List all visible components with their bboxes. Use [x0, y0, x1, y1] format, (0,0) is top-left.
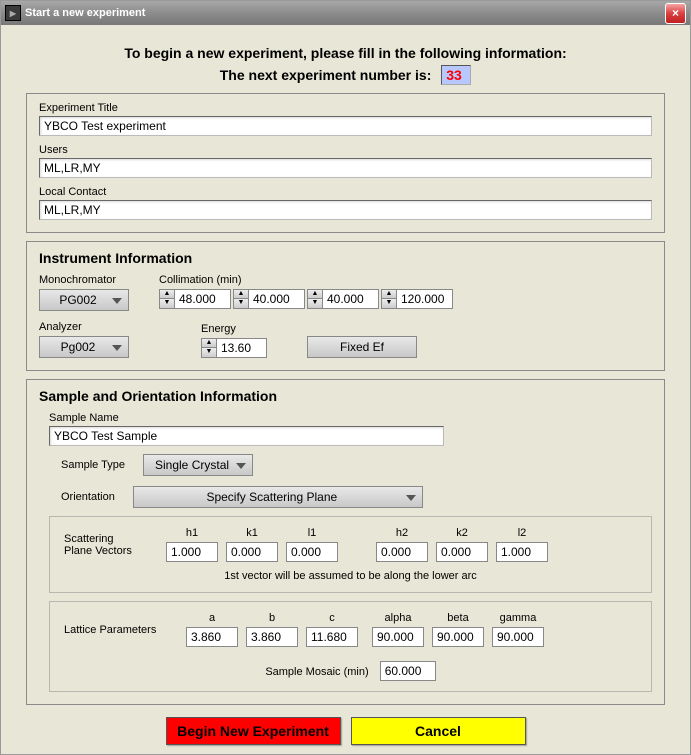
collimation-label: Collimation (min) [159, 274, 453, 286]
fixed-ef-button[interactable]: Fixed Ef [307, 336, 417, 358]
instrument-title: Instrument Information [39, 250, 652, 266]
gamma-input[interactable] [492, 627, 544, 647]
sample-section: Sample and Orientation Information Sampl… [26, 379, 665, 705]
analyzer-label: Analyzer [39, 321, 129, 333]
title-input[interactable] [39, 116, 652, 136]
down-icon[interactable]: ▼ [160, 299, 174, 308]
header-number-label: The next experiment number is: [220, 67, 432, 83]
close-button[interactable]: × [665, 3, 686, 24]
begin-button[interactable]: Begin New Experiment [166, 717, 341, 745]
h1-input[interactable] [166, 542, 218, 562]
orientation-label: Orientation [61, 491, 115, 503]
orientation-dropdown[interactable]: Specify Scattering Plane [133, 486, 423, 508]
down-icon[interactable]: ▼ [202, 348, 216, 357]
energy-input[interactable] [217, 338, 267, 358]
up-icon[interactable]: ▲ [202, 339, 216, 348]
mono-dropdown[interactable]: PG002 [39, 289, 129, 311]
collimation-3-input[interactable] [397, 289, 453, 309]
collimation-1-input[interactable] [249, 289, 305, 309]
down-icon[interactable]: ▼ [308, 299, 322, 308]
vectors-box: Scattering Plane Vectors h1 k1 l1 h2 k2 … [49, 516, 652, 593]
sample-type-dropdown[interactable]: Single Crystal [143, 454, 253, 476]
l2-label: l2 [518, 527, 527, 539]
users-input[interactable] [39, 158, 652, 178]
app-icon [5, 5, 21, 21]
dialog-window: Start a new experiment × To begin a new … [0, 0, 691, 755]
contact-label: Local Contact [39, 186, 652, 198]
k1-label: k1 [246, 527, 258, 539]
vectors-hint: 1st vector will be assumed to be along t… [64, 570, 637, 582]
c-label: c [329, 612, 335, 624]
h2-label: h2 [396, 527, 408, 539]
l1-input[interactable] [286, 542, 338, 562]
sample-name-input[interactable] [49, 426, 444, 446]
c-input[interactable] [306, 627, 358, 647]
header-instruction: To begin a new experiment, please fill i… [26, 45, 665, 61]
vectors-label: Scattering Plane Vectors [64, 533, 144, 557]
k2-label: k2 [456, 527, 468, 539]
alpha-label: alpha [385, 612, 412, 624]
window-title: Start a new experiment [25, 7, 145, 19]
users-label: Users [39, 144, 652, 156]
collimation-2-input[interactable] [323, 289, 379, 309]
beta-label: beta [447, 612, 468, 624]
mosaic-label: Sample Mosaic (min) [265, 666, 368, 678]
beta-input[interactable] [432, 627, 484, 647]
down-icon[interactable]: ▼ [234, 299, 248, 308]
energy-label: Energy [201, 323, 267, 335]
alpha-input[interactable] [372, 627, 424, 647]
up-icon[interactable]: ▲ [160, 290, 174, 299]
sample-type-label: Sample Type [61, 459, 125, 471]
energy-spinner[interactable]: ▲▼ [201, 338, 267, 358]
collimation-3[interactable]: ▲▼ [381, 289, 453, 309]
mono-value: PG002 [59, 293, 96, 307]
collimation-0-input[interactable] [175, 289, 231, 309]
cancel-button[interactable]: Cancel [351, 717, 526, 745]
lattice-box: Lattice Parameters a b c alpha beta gamm… [49, 601, 652, 692]
orientation-value: Specify Scattering Plane [206, 490, 337, 504]
collimation-0[interactable]: ▲▼ [159, 289, 231, 309]
contact-input[interactable] [39, 200, 652, 220]
sample-type-value: Single Crystal [155, 458, 229, 472]
gamma-label: gamma [500, 612, 537, 624]
sample-title: Sample and Orientation Information [39, 388, 652, 404]
b-label: b [269, 612, 275, 624]
analyzer-dropdown[interactable]: Pg002 [39, 336, 129, 358]
up-icon[interactable]: ▲ [382, 290, 396, 299]
h2-input[interactable] [376, 542, 428, 562]
collimation-group: ▲▼ ▲▼ ▲▼ ▲▼ [159, 289, 453, 309]
title-label: Experiment Title [39, 102, 652, 114]
titlebar: Start a new experiment × [1, 1, 690, 25]
l1-label: l1 [308, 527, 317, 539]
experiment-section: Experiment Title Users Local Contact [26, 93, 665, 233]
k1-input[interactable] [226, 542, 278, 562]
a-input[interactable] [186, 627, 238, 647]
collimation-1[interactable]: ▲▼ [233, 289, 305, 309]
up-icon[interactable]: ▲ [308, 290, 322, 299]
down-icon[interactable]: ▼ [382, 299, 396, 308]
k2-input[interactable] [436, 542, 488, 562]
b-input[interactable] [246, 627, 298, 647]
experiment-number: 33 [441, 65, 471, 85]
l2-input[interactable] [496, 542, 548, 562]
h1-label: h1 [186, 527, 198, 539]
analyzer-value: Pg002 [61, 340, 96, 354]
lattice-label: Lattice Parameters [64, 624, 164, 636]
mono-label: Monochromator [39, 274, 129, 286]
sample-name-label: Sample Name [49, 412, 652, 424]
mosaic-input[interactable] [380, 661, 436, 681]
instrument-section: Instrument Information Monochromator PG0… [26, 241, 665, 371]
collimation-2[interactable]: ▲▼ [307, 289, 379, 309]
a-label: a [209, 612, 215, 624]
header-number-line: The next experiment number is: 33 [26, 65, 665, 85]
up-icon[interactable]: ▲ [234, 290, 248, 299]
